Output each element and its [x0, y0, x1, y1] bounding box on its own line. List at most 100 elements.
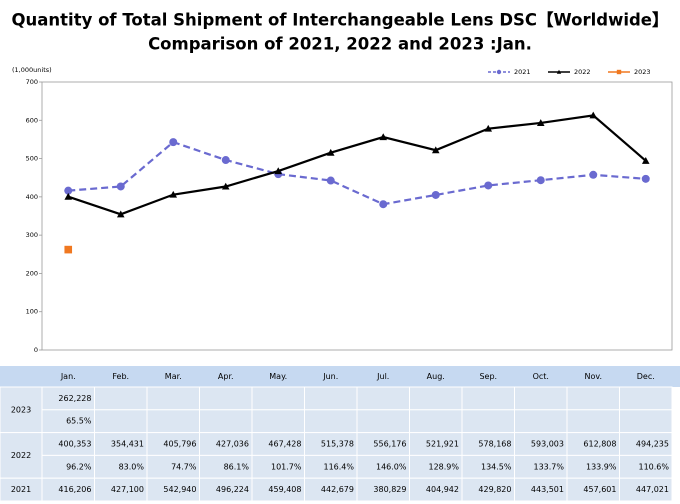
marker — [641, 156, 650, 164]
marker — [431, 146, 440, 154]
table-cell: 447,021 — [636, 485, 669, 494]
marker — [484, 181, 493, 190]
table-cell-bg — [461, 409, 515, 434]
y-tick-label: 700 — [26, 78, 38, 86]
table-cell: 593,003 — [531, 440, 564, 449]
marker — [116, 182, 125, 191]
marker — [556, 69, 562, 74]
marker — [221, 156, 230, 165]
marker — [64, 192, 73, 200]
table-cell: 65.5% — [66, 417, 92, 426]
marker — [379, 133, 388, 141]
table-cell: 416,206 — [58, 485, 91, 494]
table-cell: 134.5% — [481, 462, 512, 471]
table-cell-bg — [514, 386, 568, 411]
table-cell: 96.2% — [66, 462, 92, 471]
plot-area — [41, 81, 673, 351]
marker — [274, 167, 283, 175]
table-year: 2023 — [11, 405, 31, 414]
legend-label: 2022 — [574, 68, 591, 76]
table-cell-bg — [356, 386, 410, 411]
marker — [169, 190, 178, 198]
table-cell-bg — [304, 409, 358, 434]
table-cell-bg — [619, 409, 673, 434]
table-cell: 496,224 — [216, 485, 249, 494]
table-header: Dec. — [637, 372, 655, 381]
table-header: May. — [269, 372, 287, 381]
y-tick-label: 100 — [26, 308, 38, 316]
table-header-bg — [0, 366, 680, 387]
table-cell: 86.1% — [224, 462, 250, 471]
marker — [379, 200, 388, 209]
table-header: Aug. — [427, 372, 445, 381]
table-cell: 133.7% — [533, 462, 564, 471]
table-cell: 110.6% — [638, 462, 669, 471]
table-cell-bg — [619, 386, 673, 411]
table-header: Mar. — [165, 372, 182, 381]
marker — [326, 176, 335, 185]
table-cell-bg — [94, 409, 148, 434]
marker — [589, 111, 598, 119]
table-cell: 400,353 — [58, 440, 91, 449]
marker — [589, 170, 598, 179]
marker — [221, 182, 230, 190]
table-cell-bg — [199, 409, 253, 434]
y-tick-label: 200 — [26, 269, 38, 277]
table-cell: 515,378 — [321, 440, 354, 449]
table-cell: 427,100 — [111, 485, 144, 494]
marker — [536, 119, 545, 127]
table-cell-bg — [94, 386, 148, 411]
table-cell: 133.9% — [586, 462, 617, 471]
table-cell-bg — [146, 386, 200, 411]
table-cell-bg — [304, 386, 358, 411]
table-cell: 542,940 — [163, 485, 196, 494]
table-cell: 457,601 — [583, 485, 616, 494]
table-cell: 74.7% — [171, 462, 197, 471]
table-cell: 459,408 — [268, 485, 301, 494]
table-cell-bg — [619, 477, 673, 502]
legend-label: 2021 — [514, 68, 531, 76]
table-cell: 578,168 — [478, 440, 511, 449]
y-tick-label: 600 — [26, 116, 38, 124]
marker — [64, 186, 73, 195]
table-cell-bg — [356, 409, 410, 434]
table-cell: 116.4% — [323, 462, 354, 471]
marker — [616, 69, 622, 75]
y-tick-label: 400 — [26, 193, 38, 201]
table-header: Oct. — [533, 372, 549, 381]
y-tick-label: 500 — [26, 155, 38, 163]
marker — [536, 176, 545, 185]
series-line — [68, 140, 646, 206]
y-tick-label: 0 — [34, 346, 38, 354]
table-cell: 146.0% — [376, 462, 407, 471]
chart-title: Quantity of Total Shipment of Interchang… — [12, 11, 669, 30]
table-cell: 521,921 — [426, 440, 459, 449]
table-header: Sep. — [479, 372, 497, 381]
table-cell: 429,820 — [478, 485, 511, 494]
table-cell: 101.7% — [271, 462, 302, 471]
table-cell: 405,796 — [163, 440, 196, 449]
table-cell-bg — [251, 409, 305, 434]
table-year: 2021 — [11, 485, 31, 494]
table-cell: 612,808 — [583, 440, 616, 449]
table-cell: 442,679 — [321, 485, 354, 494]
table-cell-bg — [566, 386, 620, 411]
table-cell-bg — [566, 409, 620, 434]
table-cell: 404,942 — [426, 485, 459, 494]
table-header: Nov. — [584, 372, 602, 381]
table-header: Feb. — [112, 372, 129, 381]
legend-label: 2023 — [634, 68, 651, 76]
table-cell: 467,428 — [268, 440, 301, 449]
table-cell-bg — [409, 386, 463, 411]
table-header: Jan. — [60, 372, 76, 381]
table-header: Jul. — [376, 372, 389, 381]
marker — [484, 124, 493, 132]
marker — [641, 174, 650, 183]
marker — [326, 148, 335, 156]
table-cell: 494,235 — [636, 440, 669, 449]
marker — [116, 210, 125, 218]
table-cell: 83.0% — [119, 462, 145, 471]
table-cell: 556,176 — [373, 440, 406, 449]
marker — [169, 138, 178, 147]
